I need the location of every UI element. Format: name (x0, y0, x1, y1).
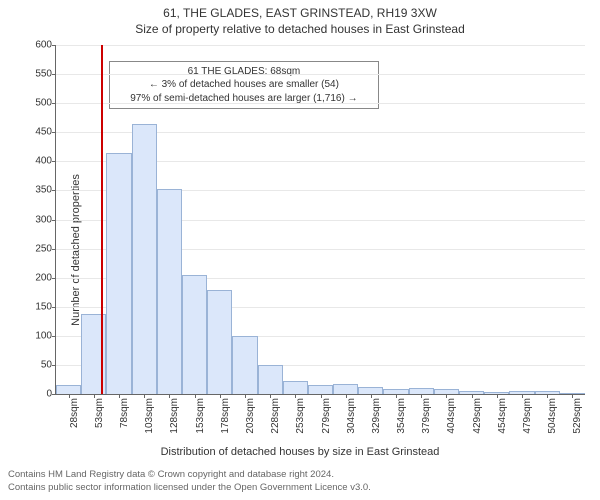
xtick-label: 178sqm (220, 398, 231, 434)
xtick-label: 128sqm (169, 398, 180, 434)
plot-area: 61 THE GLADES: 68sqm ← 3% of detached ho… (55, 45, 585, 395)
attribution-line1: Contains HM Land Registry data © Crown c… (8, 469, 592, 481)
attribution-line2: Contains public sector information licen… (8, 482, 592, 494)
ytick (52, 103, 56, 104)
xtick-label: 304sqm (346, 398, 357, 434)
histogram-bar (308, 385, 333, 394)
ytick (52, 161, 56, 162)
gridline (56, 45, 585, 46)
xtick-label: 404sqm (446, 398, 457, 434)
ytick-label: 250 (35, 243, 52, 254)
xtick-label: 253sqm (295, 398, 306, 434)
annotation-line2: ← 3% of detached houses are smaller (54) (116, 78, 372, 92)
xtick-label: 103sqm (144, 398, 155, 434)
chart-supertitle: 61, THE GLADES, EAST GRINSTEAD, RH19 3XW (0, 0, 600, 20)
ytick (52, 394, 56, 395)
annotation-line1: 61 THE GLADES: 68sqm (116, 65, 372, 79)
chart-container: Number of detached properties 61 THE GLA… (0, 40, 600, 460)
histogram-bar (132, 124, 157, 394)
histogram-bar (258, 365, 283, 394)
ytick (52, 190, 56, 191)
ytick (52, 249, 56, 250)
xtick-label: 78sqm (119, 398, 130, 428)
ytick-label: 600 (35, 40, 52, 51)
xtick-label: 429sqm (472, 398, 483, 434)
histogram-bar (232, 336, 257, 394)
histogram-bar (182, 275, 207, 394)
xtick-label: 479sqm (522, 398, 533, 434)
xtick-label: 504sqm (547, 398, 558, 434)
ytick-label: 350 (35, 185, 52, 196)
histogram-bar (56, 385, 81, 394)
xtick-label: 354sqm (396, 398, 407, 434)
ytick-label: 500 (35, 98, 52, 109)
gridline (56, 74, 585, 75)
xtick-label: 279sqm (321, 398, 332, 434)
histogram-bar (157, 189, 182, 394)
ytick (52, 365, 56, 366)
xtick-label: 454sqm (497, 398, 508, 434)
xtick-label: 203sqm (245, 398, 256, 434)
ytick-label: 300 (35, 214, 52, 225)
ytick-label: 0 (46, 389, 52, 400)
xtick-label: 228sqm (270, 398, 281, 434)
ytick (52, 278, 56, 279)
histogram-bar (207, 290, 232, 394)
ytick (52, 45, 56, 46)
xtick-label: 28sqm (69, 398, 80, 428)
xtick-label: 379sqm (421, 398, 432, 434)
chart-title: Size of property relative to detached ho… (0, 20, 600, 40)
histogram-bar (283, 381, 308, 394)
ytick (52, 220, 56, 221)
histogram-bar (333, 384, 358, 394)
ytick-label: 550 (35, 69, 52, 80)
x-axis-label: Distribution of detached houses by size … (0, 446, 600, 458)
histogram-bar (358, 387, 383, 394)
annotation-box: 61 THE GLADES: 68sqm ← 3% of detached ho… (109, 61, 379, 110)
xtick-label: 153sqm (195, 398, 206, 434)
xtick-label: 53sqm (94, 398, 105, 428)
ytick-label: 100 (35, 330, 52, 341)
ytick (52, 336, 56, 337)
ytick (52, 307, 56, 308)
xtick-label: 529sqm (572, 398, 583, 434)
ytick-label: 400 (35, 156, 52, 167)
attribution: Contains HM Land Registry data © Crown c… (8, 469, 592, 494)
property-marker-line (101, 45, 103, 394)
ytick-label: 50 (41, 359, 52, 370)
ytick (52, 74, 56, 75)
ytick-label: 200 (35, 272, 52, 283)
ytick-label: 150 (35, 301, 52, 312)
xtick-label: 329sqm (371, 398, 382, 434)
ytick-label: 450 (35, 127, 52, 138)
gridline (56, 103, 585, 104)
histogram-bar (106, 153, 131, 394)
ytick (52, 132, 56, 133)
